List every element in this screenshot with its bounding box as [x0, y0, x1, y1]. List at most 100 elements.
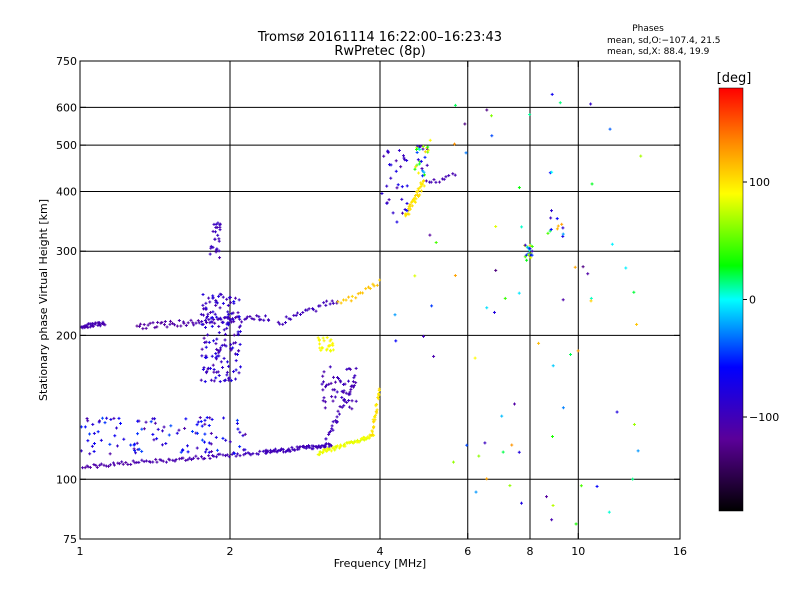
data-point — [305, 308, 309, 312]
data-point — [160, 320, 164, 324]
data-point — [318, 304, 322, 308]
data-point — [347, 295, 351, 299]
data-point — [205, 447, 209, 451]
data-point — [510, 443, 514, 447]
data-point — [179, 324, 183, 328]
data-point — [225, 315, 229, 319]
data-point — [325, 449, 329, 453]
data-point — [537, 341, 541, 345]
data-point — [98, 419, 102, 423]
data-point — [203, 456, 207, 460]
y-axis-tick-labels: 75 100 200 300 400 500 600 750 — [56, 55, 77, 546]
data-point — [223, 338, 227, 342]
data-point — [338, 379, 342, 383]
data-point — [246, 451, 250, 455]
data-point — [517, 450, 521, 454]
data-point — [88, 452, 92, 456]
data-point — [347, 379, 351, 383]
data-point — [426, 145, 430, 149]
data-point — [416, 189, 420, 193]
data-point — [386, 149, 390, 153]
data-point — [268, 451, 272, 455]
data-point — [422, 173, 426, 177]
data-point — [205, 320, 209, 324]
data-point — [207, 454, 211, 458]
data-point — [530, 253, 534, 257]
data-point — [420, 167, 424, 171]
y-axis-label: Stationary phase Virtual Height [km] — [37, 199, 50, 401]
data-point — [250, 317, 254, 321]
data-point — [141, 327, 145, 331]
data-point — [345, 400, 349, 404]
data-point — [402, 156, 406, 160]
data-point — [225, 326, 229, 330]
data-point — [483, 441, 487, 445]
data-point — [334, 419, 338, 423]
data-point — [333, 448, 337, 452]
data-point — [382, 154, 386, 158]
data-point — [314, 309, 318, 313]
data-point — [182, 321, 186, 325]
data-point — [404, 213, 408, 217]
x-axis-label: Frequency [MHz] — [334, 557, 426, 570]
data-point — [86, 465, 90, 469]
data-point — [212, 454, 216, 458]
data-point — [219, 360, 223, 364]
data-point — [639, 154, 643, 158]
data-point — [165, 325, 169, 329]
data-point — [574, 522, 578, 526]
data-point — [371, 433, 375, 437]
data-point — [225, 453, 229, 457]
data-point — [281, 447, 285, 451]
data-point — [342, 382, 346, 386]
data-point — [238, 430, 242, 434]
data-point — [200, 438, 204, 442]
data-point — [263, 314, 267, 318]
data-point — [237, 371, 241, 375]
data-point — [517, 291, 521, 295]
data-point — [228, 440, 232, 444]
data-point — [352, 385, 356, 389]
data-point — [232, 451, 236, 455]
data-point — [401, 154, 405, 158]
data-point — [331, 420, 335, 424]
data-point — [561, 298, 565, 302]
data-point — [203, 432, 207, 436]
data-point — [212, 379, 216, 383]
data-point — [208, 366, 212, 370]
data-point — [238, 317, 242, 321]
data-point — [358, 439, 362, 443]
data-point — [231, 311, 235, 315]
data-point — [162, 425, 166, 429]
data-point — [308, 445, 312, 449]
data-point — [371, 282, 375, 286]
data-point — [316, 444, 320, 448]
data-point — [421, 174, 425, 178]
data-point — [434, 180, 438, 184]
data-point — [377, 387, 381, 391]
data-point — [307, 307, 311, 311]
data-point — [229, 343, 233, 347]
data-point — [248, 315, 252, 319]
data-point — [576, 349, 580, 353]
data-point — [86, 439, 90, 443]
data-point — [395, 220, 399, 224]
data-point — [209, 320, 213, 324]
data-point — [217, 324, 221, 328]
data-point — [210, 354, 214, 358]
data-point — [132, 447, 136, 451]
data-point — [333, 380, 337, 384]
data-point — [335, 415, 339, 419]
data-point — [204, 325, 208, 329]
colorbar-ticks: 100 0 −100 — [743, 176, 779, 424]
data-point — [340, 405, 344, 409]
data-point — [413, 200, 417, 204]
data-point — [169, 424, 173, 428]
data-point — [245, 315, 249, 319]
data-point — [353, 439, 357, 443]
data-point — [90, 444, 94, 448]
data-point — [218, 223, 222, 227]
gridlines — [80, 61, 680, 539]
data-point — [558, 101, 562, 105]
